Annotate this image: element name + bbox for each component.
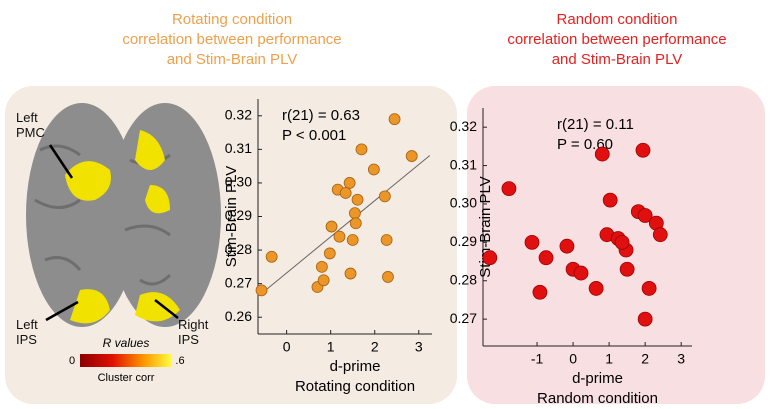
data-point bbox=[589, 281, 603, 295]
data-point bbox=[620, 262, 634, 276]
data-point bbox=[356, 144, 367, 155]
x-tick-label: 0 bbox=[283, 339, 291, 355]
x-tick-label: -1 bbox=[531, 351, 544, 367]
chart-title: correlation between performance bbox=[122, 31, 341, 48]
y-tick-label: 0.29 bbox=[450, 233, 477, 249]
data-point bbox=[638, 312, 652, 326]
y-tick-label: 0.32 bbox=[450, 118, 477, 134]
data-point bbox=[595, 147, 609, 161]
x-axis-label: d-prime bbox=[572, 370, 623, 387]
y-tick-label: 0.31 bbox=[450, 156, 477, 172]
data-point bbox=[345, 268, 356, 279]
data-point bbox=[615, 235, 629, 249]
chart-title: Random condition bbox=[557, 11, 678, 28]
data-point bbox=[349, 208, 360, 219]
x-tick-label: 1 bbox=[327, 339, 335, 355]
data-point bbox=[483, 251, 497, 265]
annotation: P < 0.001 bbox=[282, 127, 346, 144]
y-axis-label: Stim-Brain PLV bbox=[223, 166, 240, 267]
data-point bbox=[381, 235, 392, 246]
data-point bbox=[344, 177, 355, 188]
data-point bbox=[636, 143, 650, 157]
data-point bbox=[653, 228, 667, 242]
data-point bbox=[574, 266, 588, 280]
data-point bbox=[324, 248, 335, 259]
data-point bbox=[379, 191, 390, 202]
data-point bbox=[382, 271, 393, 282]
data-point bbox=[603, 193, 617, 207]
data-point bbox=[642, 281, 656, 295]
data-point bbox=[316, 261, 327, 272]
x-tick-label: 0 bbox=[569, 351, 577, 367]
data-point bbox=[256, 285, 267, 296]
data-point bbox=[347, 235, 358, 246]
y-tick-label: 0.28 bbox=[450, 271, 477, 287]
data-point bbox=[539, 251, 553, 265]
data-point bbox=[368, 164, 379, 175]
x-axis-label: d-prime bbox=[330, 358, 381, 375]
data-point bbox=[334, 231, 345, 242]
x-tick-label: 3 bbox=[415, 339, 423, 355]
data-point bbox=[389, 114, 400, 125]
x-tick-label: 3 bbox=[677, 351, 685, 367]
y-tick-label: 0.30 bbox=[450, 195, 477, 211]
data-point bbox=[560, 239, 574, 253]
chart-title: Rotating condition bbox=[172, 11, 292, 28]
data-point bbox=[326, 221, 337, 232]
data-point bbox=[502, 182, 516, 196]
annotation: r(21) = 0.63 bbox=[282, 107, 360, 124]
data-point bbox=[533, 285, 547, 299]
annotation: r(21) = 0.11 bbox=[557, 116, 634, 133]
chart-title: correlation between performance bbox=[507, 31, 726, 48]
y-tick-label: 0.31 bbox=[225, 140, 252, 156]
data-point bbox=[406, 151, 417, 162]
y-tick-label: 0.32 bbox=[225, 106, 252, 122]
figure: LeftPMCLeftIPSRightIPSR valuesCluster co… bbox=[0, 0, 771, 409]
x-tick-label: 2 bbox=[371, 339, 379, 355]
y-tick-label: 0.27 bbox=[225, 274, 252, 290]
colorbar-title: R values bbox=[103, 336, 150, 350]
chart-title: and Stim-Brain PLV bbox=[552, 51, 683, 68]
data-point bbox=[266, 251, 277, 262]
data-point bbox=[352, 194, 363, 205]
colorbar-tick-label: 0 bbox=[69, 355, 75, 367]
colorbar-label: Cluster corr bbox=[98, 372, 155, 384]
y-tick-label: 0.27 bbox=[450, 310, 477, 326]
subtitle: Random condition bbox=[537, 390, 658, 407]
x-tick-label: 2 bbox=[641, 351, 649, 367]
colorbar-tick-label: .6 bbox=[175, 355, 184, 367]
subtitle: Rotating condition bbox=[295, 378, 415, 395]
data-point bbox=[340, 188, 351, 199]
x-tick-label: 1 bbox=[605, 351, 613, 367]
data-point bbox=[350, 218, 361, 229]
chart-title: and Stim-Brain PLV bbox=[167, 51, 298, 68]
data-point bbox=[318, 275, 329, 286]
y-tick-label: 0.26 bbox=[225, 308, 252, 324]
data-point bbox=[525, 235, 539, 249]
